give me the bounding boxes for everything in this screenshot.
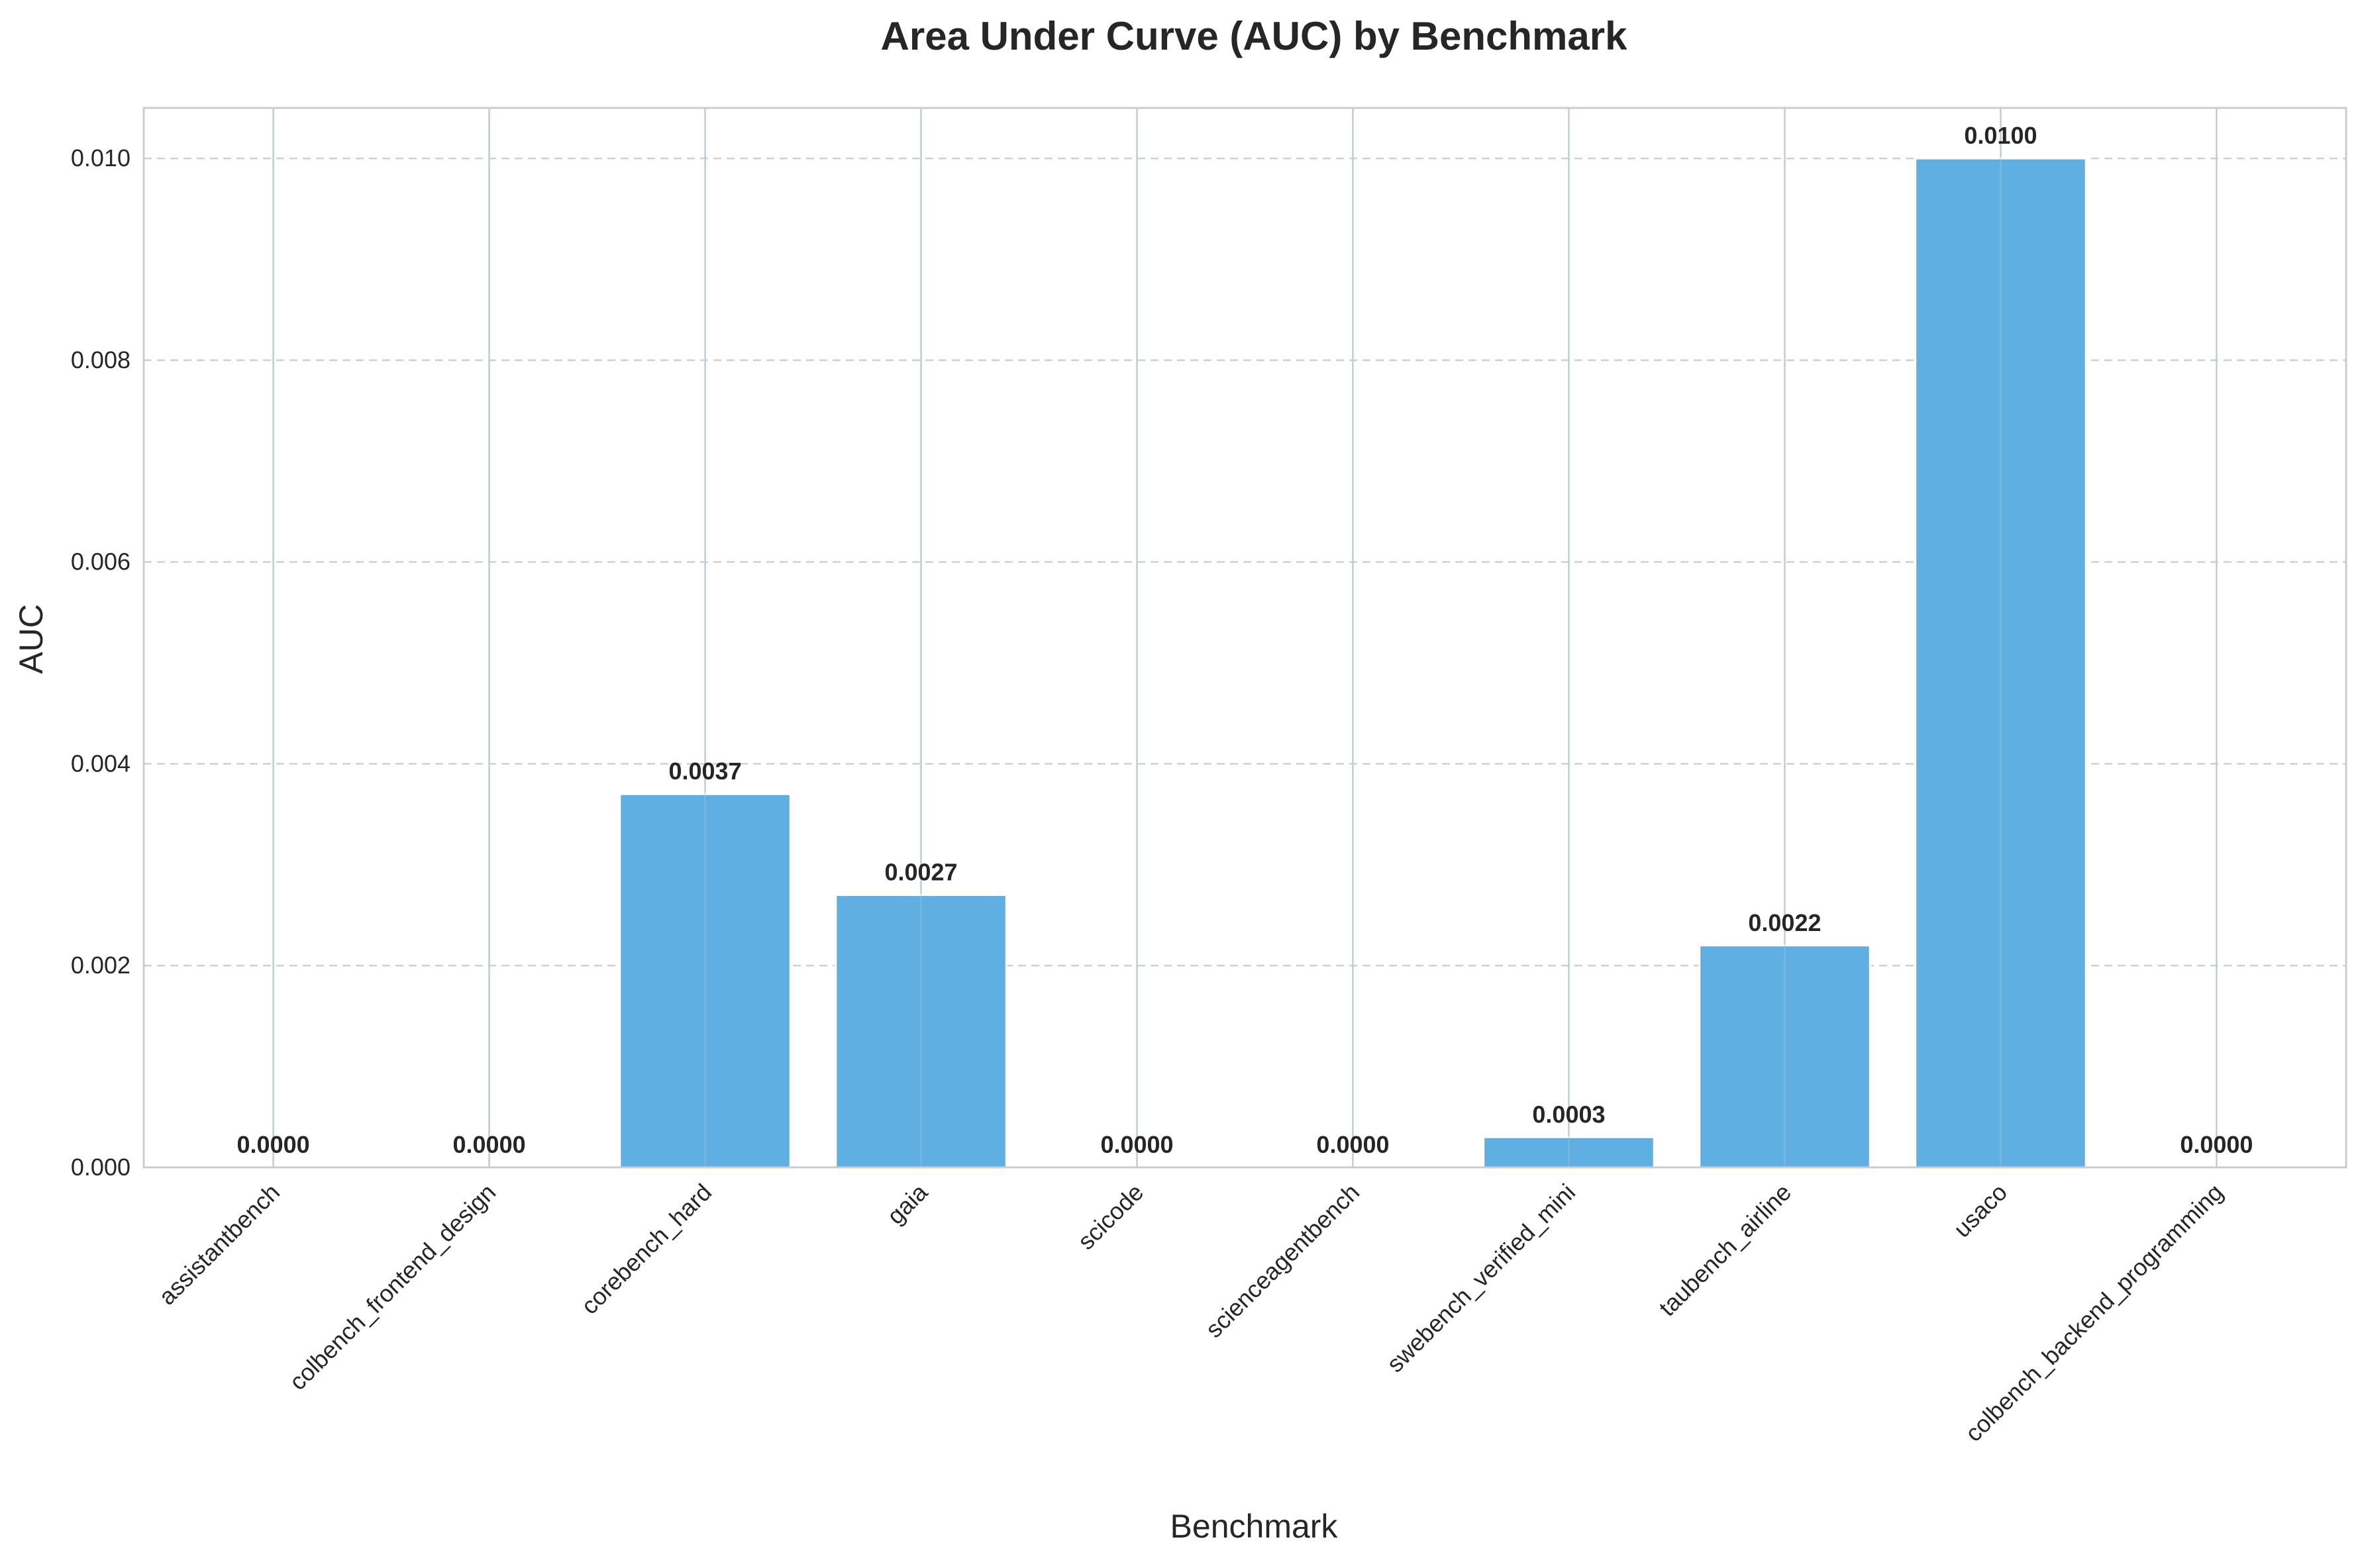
bar-value-label: 0.0022 xyxy=(1748,909,1821,936)
y-tick-label: 0.010 xyxy=(71,144,130,172)
plot-frame xyxy=(142,107,2347,1169)
bar-swebench-verified-mini xyxy=(1482,1136,1655,1169)
chart-title: Area Under Curve (AUC) by Benchmark xyxy=(881,14,1628,58)
bar-value-label: 0.0000 xyxy=(237,1131,310,1158)
bar-value-label: 0.0000 xyxy=(2180,1131,2253,1158)
bar-layer xyxy=(619,157,2087,1169)
bar-value-label: 0.0027 xyxy=(884,859,957,886)
bar-value-label: 0.0003 xyxy=(1532,1101,1605,1128)
bar-value-label: 0.0000 xyxy=(1100,1131,1173,1158)
bar-value-label: 0.0000 xyxy=(453,1131,526,1158)
bar-gaia xyxy=(835,894,1007,1169)
bar-value-label: 0.0100 xyxy=(1964,122,2037,149)
y-tick-label: 0.006 xyxy=(71,548,130,575)
bar-corebench-hard xyxy=(619,793,792,1169)
value-label-layer: 0.0000 0.0000 0.0037 0.0027 0.0000 0.0000 0.00… xyxy=(237,108,2253,1167)
y-axis-label: AUC xyxy=(13,604,50,674)
y-tick-label: 0.000 xyxy=(71,1153,130,1181)
bar-value-label: 0.0000 xyxy=(1316,1131,1389,1158)
y-tick-label: 0.002 xyxy=(71,952,130,979)
y-tick-label: 0.004 xyxy=(71,750,130,777)
x-axis-label: Benchmark xyxy=(1170,1508,1339,1545)
bar-value-label: 0.0037 xyxy=(668,758,741,785)
y-tick-label: 0.008 xyxy=(71,346,130,373)
